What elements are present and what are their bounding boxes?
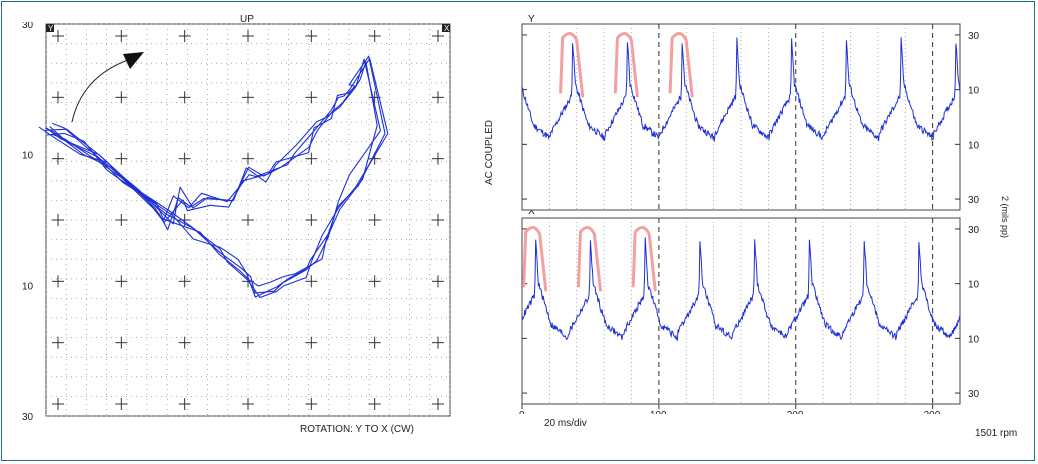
time-scale-label: 20 ms/div (544, 418, 587, 429)
ac-coupled-label: AC COUPLED (484, 119, 495, 185)
rpm-label: 1501 rpm (975, 428, 1018, 439)
y-channel-label: Y (528, 14, 535, 25)
right-y-tick-label: 30 (968, 195, 980, 206)
waveform-traces (521, 37, 961, 342)
waveform-grid (522, 24, 960, 404)
x-tick-label: 0 (519, 410, 525, 414)
orbit-y-tick-label: 30 (22, 22, 34, 31)
rotation-arrow-line (71, 59, 129, 123)
right-y-tick-label: 10 (968, 334, 980, 345)
peak-highlight-mark (522, 226, 548, 292)
x-channel-label: X (528, 206, 535, 217)
rotation-label: ROTATION: Y TO X (CW) (300, 424, 414, 435)
orbit-trace-path (45, 58, 382, 294)
highlight-marks (522, 32, 694, 292)
peak-highlight-mark (576, 226, 602, 292)
orbit-y-tick-label: 30 (22, 412, 34, 422)
right-y-tick-label: 10 (968, 280, 980, 291)
peak-highlight-mark (668, 32, 694, 98)
right-y-tick-label: 30 (968, 31, 980, 42)
orbit-y-ticks: 30 10 10 30 (22, 22, 34, 422)
peak-highlight-mark (613, 32, 639, 98)
corner-y-box (46, 24, 54, 32)
orbit-trace (38, 55, 389, 299)
rotation-arrowhead-icon (123, 52, 144, 69)
corner-x-box (442, 24, 450, 32)
corner-y-label: Y (48, 24, 54, 33)
waveform-trace-x (521, 237, 961, 342)
orbit-trace-path (46, 61, 378, 298)
right-y-tick-label: 10 (968, 86, 980, 97)
right-y-tick-label: 30 (968, 389, 980, 400)
corner-x-label: X (444, 24, 450, 33)
orbit-y-tick-label: 10 (22, 281, 34, 292)
waveform-trace-y (521, 37, 961, 142)
orbit-title: UP (240, 14, 254, 25)
x-tick-label: 200 (787, 410, 804, 414)
waveform-plots: 30101030301010300100200300 (519, 23, 980, 414)
x-tick-label: 100 (650, 410, 667, 414)
orbit-y-tick-label: 10 (22, 151, 34, 162)
right-y-tick-label: 30 (968, 225, 980, 236)
orbit-plot: 30 10 10 30 Y X (22, 22, 451, 422)
orbit-grid (45, 23, 451, 417)
orbit-trace-path (45, 55, 386, 287)
right-y-tick-label: 10 (968, 140, 980, 151)
peak-highlight-mark (631, 226, 657, 292)
waveform-ticks: 30101030301010300100200300 (519, 31, 980, 414)
x-tick-label: 300 (924, 410, 941, 414)
peak-highlight-mark (559, 32, 585, 98)
units-label: 2 (mils pp) (1000, 196, 1010, 239)
